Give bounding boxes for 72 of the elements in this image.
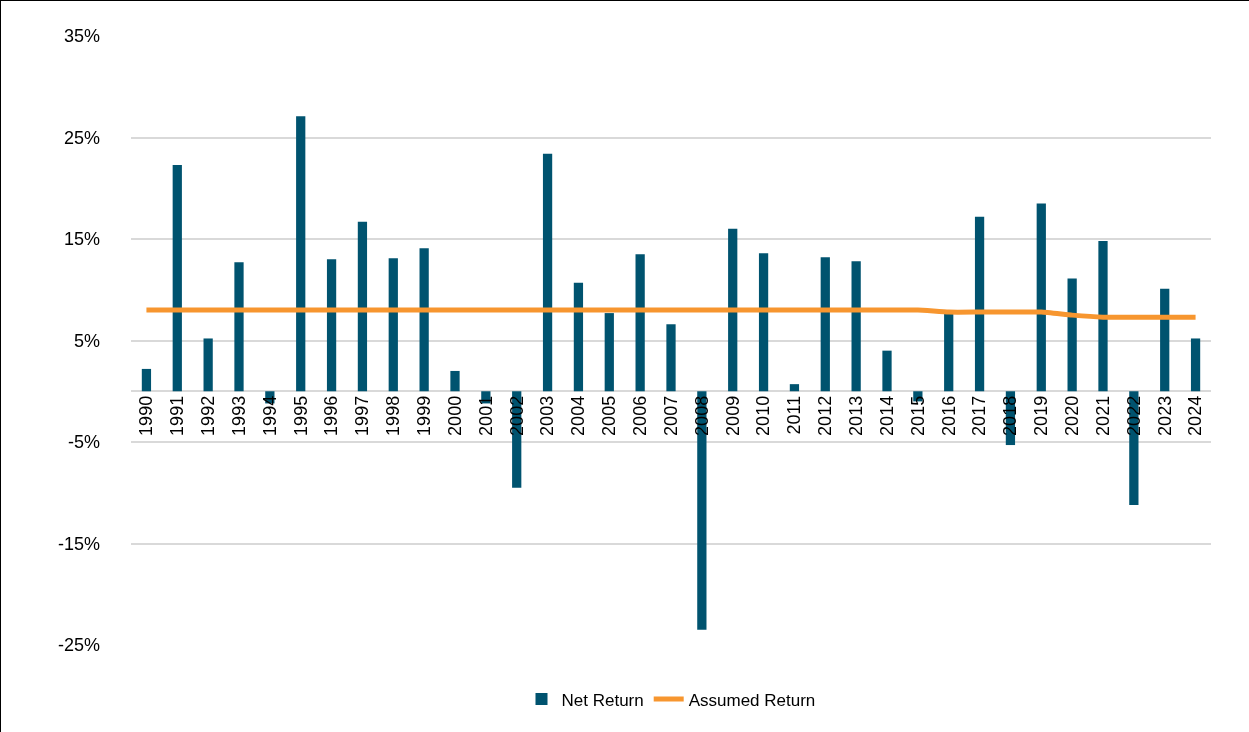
legend-label: Net Return xyxy=(561,690,644,710)
bar xyxy=(172,164,182,392)
x-tick-label: 2004 xyxy=(568,395,589,436)
x-tick-label: 1991 xyxy=(167,395,188,436)
x-tick-label: 2012 xyxy=(815,395,836,436)
bar xyxy=(974,216,985,392)
bar xyxy=(728,228,738,392)
x-tick-label: 2003 xyxy=(537,395,558,436)
legend-label: Assumed Return xyxy=(688,690,816,710)
bar xyxy=(326,259,337,392)
bar xyxy=(450,370,460,392)
y-tick-label: -5% xyxy=(67,432,100,453)
x-tick-label: 2008 xyxy=(691,395,712,436)
bar xyxy=(820,257,830,392)
x-tick-label: 2021 xyxy=(1092,395,1113,436)
bar xyxy=(944,313,954,392)
x-tick-label: 2018 xyxy=(1000,395,1021,436)
bar xyxy=(1160,288,1170,392)
x-tick-label: 2020 xyxy=(1061,395,1082,436)
bar xyxy=(1036,203,1046,392)
x-tick-label: 1996 xyxy=(321,395,342,436)
x-tick-label: 2000 xyxy=(444,395,465,436)
x-tick-label: 1990 xyxy=(136,395,157,436)
x-tick-label: 2015 xyxy=(907,395,928,436)
bar xyxy=(203,338,213,392)
x-tick-label: 1997 xyxy=(352,395,373,436)
bar xyxy=(635,254,645,392)
x-tick-label: 2022 xyxy=(1123,395,1144,436)
bar xyxy=(296,116,306,392)
x-tick-label: 1995 xyxy=(290,395,311,436)
bar xyxy=(758,253,769,392)
x-tick-label: 2009 xyxy=(722,395,743,436)
bar xyxy=(789,384,800,392)
x-tick-label: 1994 xyxy=(259,395,280,436)
bar xyxy=(573,282,584,392)
x-tick-label: 1999 xyxy=(413,395,434,436)
x-tick-label: 1992 xyxy=(197,395,218,436)
x-tick-label: 2010 xyxy=(753,395,774,436)
bar xyxy=(851,261,861,392)
bar xyxy=(357,221,368,392)
y-tick-label: -25% xyxy=(57,635,100,656)
x-tick-label: 2005 xyxy=(599,395,620,436)
y-tick-label: 35% xyxy=(63,26,100,47)
x-tick-label: 2011 xyxy=(784,395,805,435)
x-tick-label: 2023 xyxy=(1154,395,1175,436)
x-tick-label: 2013 xyxy=(845,395,866,436)
y-tick-label: 25% xyxy=(63,127,100,148)
bar xyxy=(882,350,892,392)
x-tick-label: 1993 xyxy=(228,395,249,436)
bar xyxy=(388,258,398,392)
bar xyxy=(1098,241,1108,392)
bar xyxy=(419,248,429,392)
x-tick-label: 2024 xyxy=(1185,395,1206,436)
y-tick-label: 15% xyxy=(63,229,100,250)
x-tick-label: 2002 xyxy=(506,395,527,436)
x-tick-label: 2006 xyxy=(629,395,650,436)
x-tick-label: 2007 xyxy=(660,395,681,436)
bar xyxy=(234,262,244,392)
bar xyxy=(666,324,676,392)
x-tick-label: 2001 xyxy=(475,395,496,436)
x-tick-label: 1998 xyxy=(383,395,404,436)
bar xyxy=(542,153,553,392)
y-tick-label: 5% xyxy=(73,330,100,351)
bar xyxy=(1067,278,1077,392)
x-tick-label: 2019 xyxy=(1031,395,1052,436)
x-tick-label: 2014 xyxy=(876,395,897,436)
x-tick-label: 2017 xyxy=(969,395,990,436)
bar xyxy=(1190,338,1201,392)
y-tick-label: -15% xyxy=(57,533,100,554)
x-tick-label: 2016 xyxy=(938,395,959,436)
bar xyxy=(141,368,152,392)
bar xyxy=(604,313,614,392)
